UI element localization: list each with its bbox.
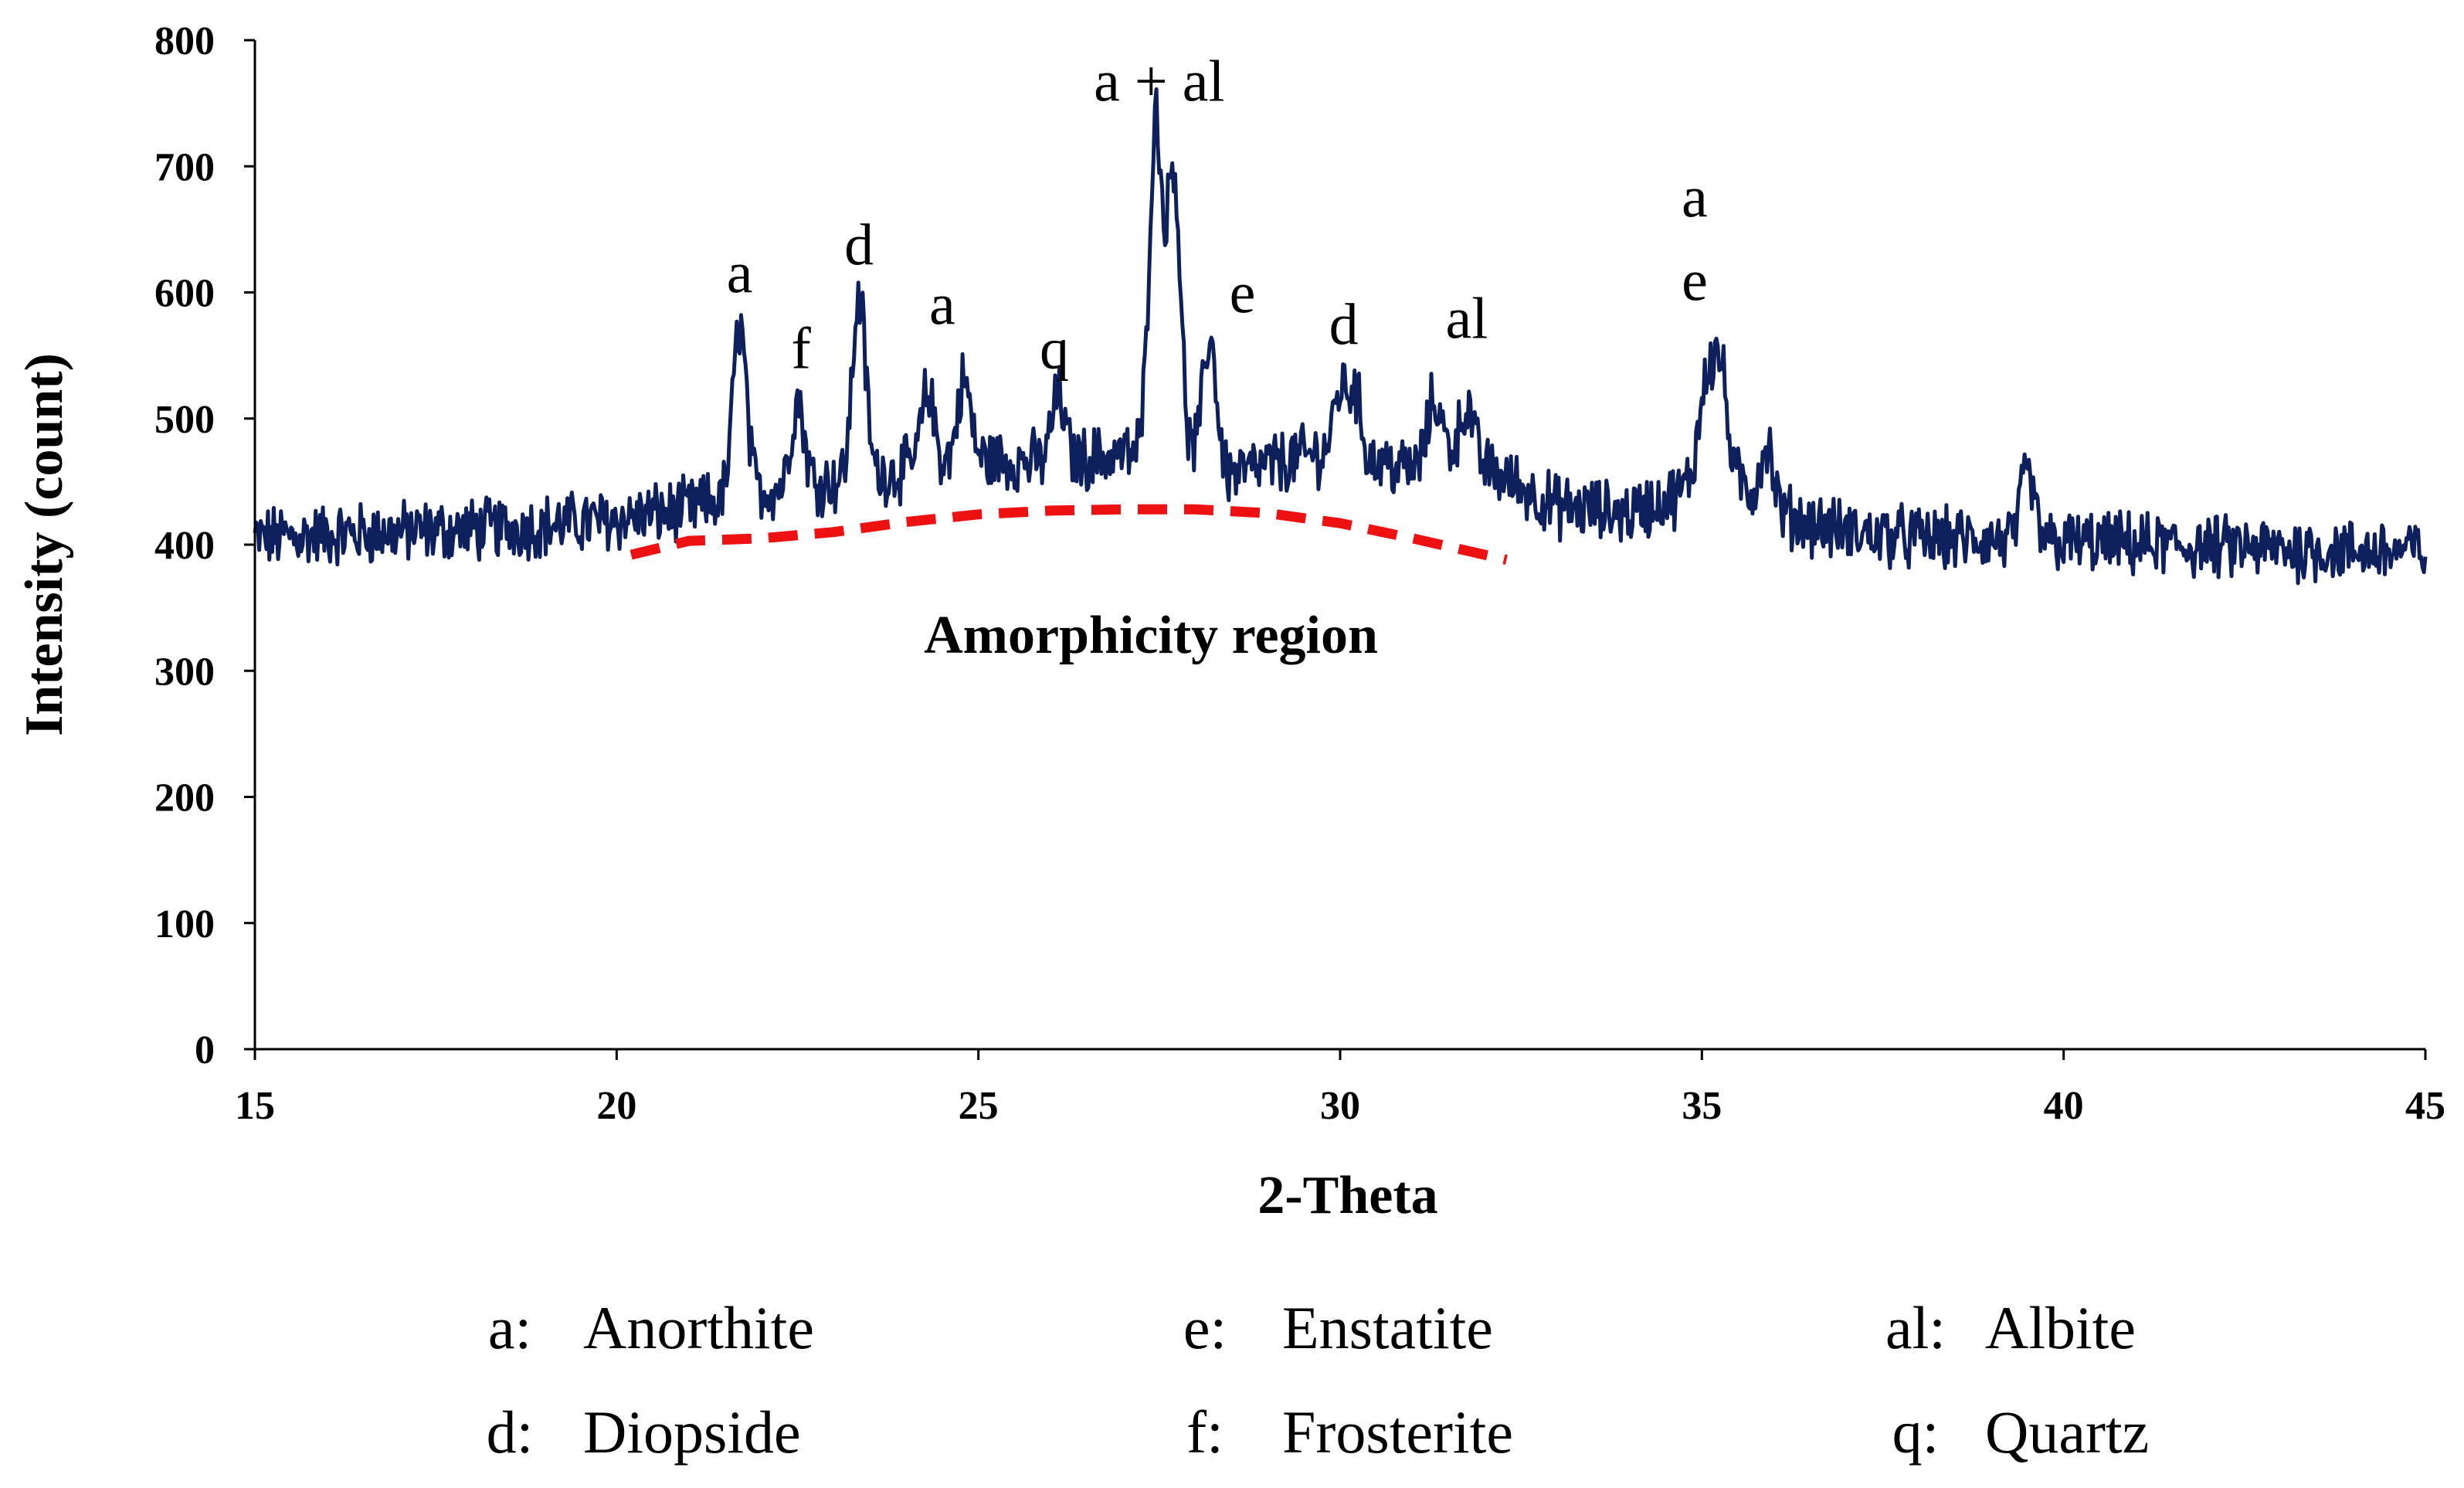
legend-abbreviation: a: xyxy=(488,1294,531,1361)
x-tick-label: 40 xyxy=(2044,1084,2084,1128)
legend-phase-name: Albite xyxy=(1985,1294,2136,1361)
x-tick-label: 20 xyxy=(596,1084,636,1128)
xrd-intensity-line xyxy=(253,87,2428,586)
peak-annotation: d xyxy=(1329,292,1359,357)
x-tick-label: 25 xyxy=(959,1084,999,1128)
y-tick-label: 100 xyxy=(154,902,215,946)
peak-annotation: e xyxy=(1682,248,1708,313)
y-axis-title: Intensity (count) xyxy=(15,353,74,736)
peak-annotation: al xyxy=(1445,286,1488,351)
x-tick-label: 15 xyxy=(235,1084,275,1128)
peak-annotation: f xyxy=(792,316,812,381)
y-axis-ticks: 0 100 200 300 400 500 600 700 800 xyxy=(154,19,255,1072)
peak-annotation: e xyxy=(1230,261,1256,326)
y-tick-label: 600 xyxy=(154,272,215,316)
legend-phase-name: Diopside xyxy=(583,1398,801,1466)
y-tick-label: 0 xyxy=(195,1028,215,1072)
y-tick-label: 300 xyxy=(154,650,215,694)
peak-annotation: a xyxy=(929,272,955,337)
y-tick-label: 500 xyxy=(154,398,215,442)
legend-abbreviation: al: xyxy=(1885,1294,1946,1361)
peak-annotation: a + al xyxy=(1094,49,1224,114)
peak-annotation: a xyxy=(727,241,753,306)
legend-abbreviation: e: xyxy=(1183,1294,1227,1361)
amorphous-baseline-curve xyxy=(630,504,1508,565)
peak-annotation: a xyxy=(1682,165,1708,230)
legend-phase-name: Enstatite xyxy=(1282,1294,1493,1361)
legend-phase-name: Quartz xyxy=(1985,1398,2149,1466)
x-tick-label: 30 xyxy=(1320,1084,1360,1128)
legend-phase-name: Anorthite xyxy=(583,1294,814,1361)
peak-annotation: q xyxy=(1040,316,1069,381)
legend-abbreviation: f: xyxy=(1186,1398,1224,1466)
amorphicity-region-label: Amorphicity region xyxy=(924,606,1378,665)
phase-legend: a: Anorthite e: Enstatite al: Albite d: Diopsid… xyxy=(487,1294,2150,1466)
y-tick-label: 700 xyxy=(154,145,215,189)
x-tick-label: 35 xyxy=(1682,1084,1722,1128)
x-axis-ticks: 15 20 25 30 35 40 45 xyxy=(235,1049,2445,1128)
legend-phase-name: Frosterite xyxy=(1282,1398,1513,1466)
y-tick-label: 800 xyxy=(154,19,215,63)
peak-annotation: d xyxy=(844,213,874,278)
legend-abbreviation: d: xyxy=(487,1398,534,1466)
legend-abbreviation: q: xyxy=(1892,1398,1940,1466)
x-tick-label: 45 xyxy=(2405,1084,2445,1128)
x-axis-title: 2-Theta xyxy=(1257,1166,1437,1225)
y-tick-label: 200 xyxy=(154,776,215,820)
y-tick-label: 400 xyxy=(154,524,215,568)
